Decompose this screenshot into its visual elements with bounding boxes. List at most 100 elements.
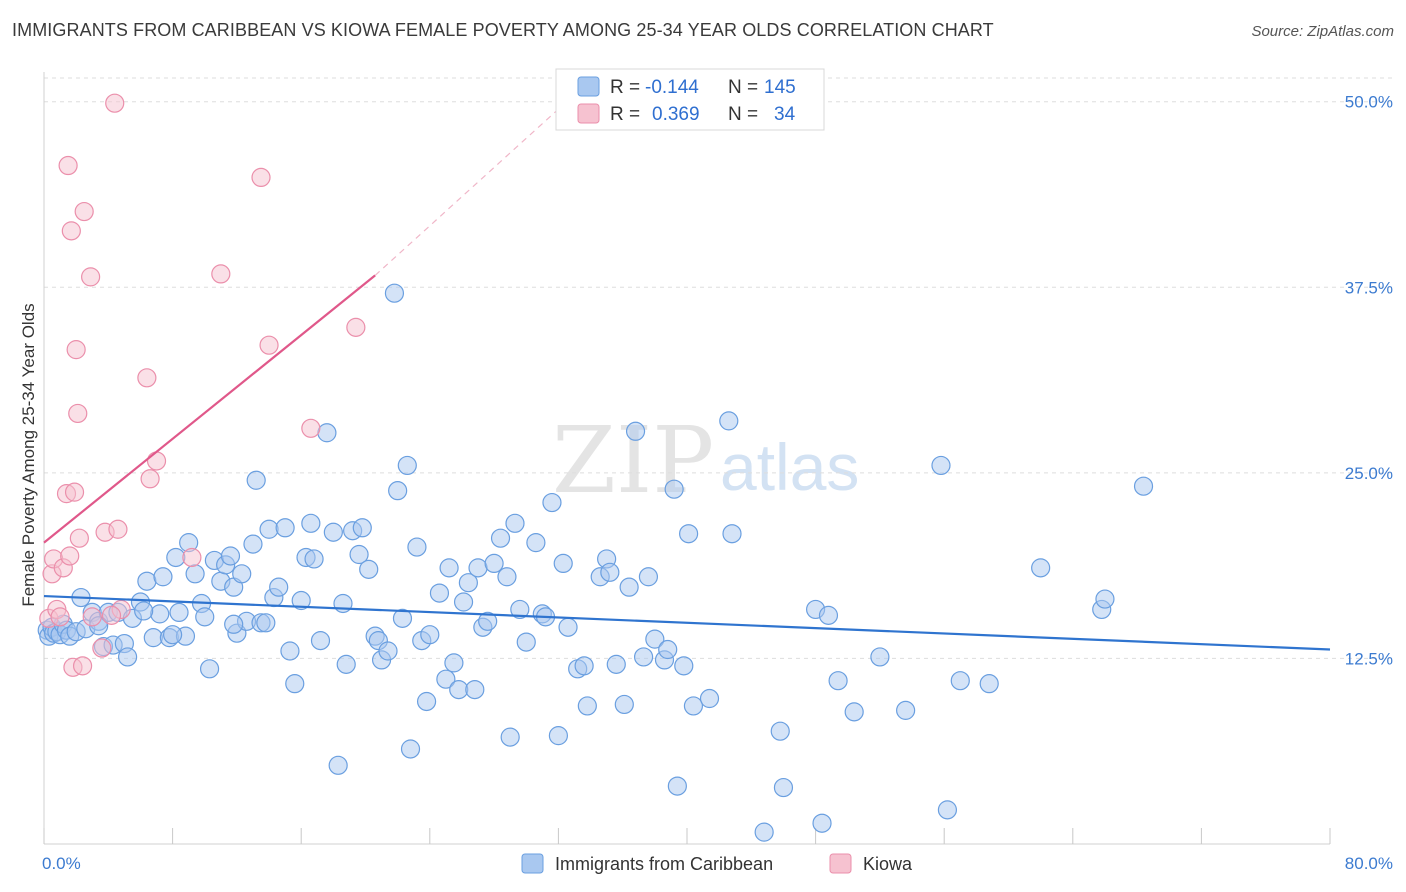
- caribbean-point-46: [256, 613, 276, 633]
- caribbean-point-135: [870, 647, 890, 667]
- legend-n-label-2: N =: [728, 104, 758, 125]
- caribbean-point-127: [722, 524, 742, 544]
- caribbean-point-136: [896, 700, 916, 720]
- caribbean-point-31: [185, 564, 205, 584]
- caribbean-point-120: [664, 479, 684, 499]
- kiowa-point-4: [50, 607, 70, 627]
- caribbean-point-93: [497, 567, 517, 587]
- caribbean-point-83: [444, 653, 464, 673]
- kiowa-point-15: [72, 656, 93, 676]
- kiowa-point-19: [92, 638, 112, 658]
- y-axis-label: Female Poverty Among 25-34 Year Olds: [19, 303, 38, 606]
- caribbean-point-25: [153, 567, 173, 587]
- caribbean-point-86: [458, 573, 478, 593]
- legend-n-label-1: N =: [728, 77, 758, 98]
- caribbean-point-123: [679, 524, 699, 544]
- kiowa-point-18: [82, 607, 102, 627]
- watermark: ZIP atlas: [552, 407, 859, 514]
- kiowa-point-28: [211, 264, 231, 284]
- legend: R = -0.144 N = 145 R = 0.369 N = 34: [555, 68, 825, 131]
- kiowa-point-22: [108, 519, 128, 539]
- y-tick-label-0: 12.5%: [1345, 649, 1393, 668]
- caribbean-point-43: [243, 534, 263, 554]
- trend-lines: [43, 108, 1331, 651]
- caribbean-point-81: [436, 669, 456, 689]
- caribbean-point-126: [719, 411, 739, 431]
- kiowa-point-26: [146, 451, 167, 471]
- kiowa-point-29: [251, 167, 271, 188]
- kiowa-trend-line: [43, 274, 376, 544]
- caribbean-point-64: [349, 544, 369, 565]
- kiowa-point-27: [182, 547, 202, 568]
- bottom-legend-label-kiowa: Kiowa: [863, 854, 913, 874]
- caribbean-point-101: [542, 492, 562, 513]
- caribbean-point-96: [510, 599, 530, 620]
- caribbean-point-52: [285, 674, 305, 694]
- caribbean-point-85: [453, 592, 474, 612]
- y-tick-label-1: 25.0%: [1345, 464, 1393, 483]
- caribbean-point-28: [169, 602, 189, 623]
- caribbean-point-119: [658, 639, 678, 660]
- kiowa-point-33: [101, 605, 122, 625]
- legend-swatch-blue: [577, 76, 600, 97]
- kiowa-point-24: [137, 368, 157, 388]
- legend-r-label-2: R =: [610, 104, 640, 125]
- caribbean-point-104: [558, 617, 578, 637]
- caribbean-point-49: [269, 577, 289, 597]
- caribbean-point-146: [224, 614, 244, 634]
- caribbean-trend-line: [43, 594, 1331, 651]
- caribbean-point-41: [232, 564, 252, 584]
- caribbean-point-19: [117, 647, 138, 667]
- caribbean-point-22: [137, 571, 157, 591]
- caribbean-point-114: [625, 421, 646, 441]
- caribbean-point-90: [478, 611, 498, 631]
- caribbean-point-143: [1095, 589, 1115, 609]
- caribbean-point-122: [674, 656, 694, 676]
- kiowa-point-8: [60, 546, 80, 566]
- x-axis-tick-labels: 0.0% 80.0%: [42, 854, 1393, 873]
- bottom-legend-label-caribbean: Immigrants from Caribbean: [555, 854, 773, 874]
- kiowa-trend-extension: [374, 108, 559, 276]
- caribbean-point-134: [844, 702, 864, 722]
- caribbean-point-145: [754, 822, 774, 842]
- x-axis-ticks: [43, 828, 1331, 844]
- caribbean-point-94: [500, 727, 520, 747]
- kiowa-point-11: [64, 482, 85, 502]
- legend-swatch-pink: [577, 103, 600, 124]
- caribbean-point-27: [166, 547, 186, 568]
- caribbean-point-140: [979, 674, 999, 694]
- caribbean-point-133: [828, 671, 848, 691]
- kiowa-point-30: [259, 335, 279, 355]
- caribbean-point-144: [1133, 476, 1154, 496]
- caribbean-point-106: [574, 656, 594, 676]
- caribbean-point-79: [420, 625, 440, 645]
- caribbean-point-82: [439, 558, 459, 578]
- kiowa-point-16: [74, 201, 94, 222]
- caribbean-point-131: [812, 813, 832, 833]
- caribbean-point-147: [163, 625, 183, 645]
- caribbean-point-75: [400, 739, 421, 759]
- caribbean-point-57: [310, 631, 331, 651]
- caribbean-point-44: [246, 470, 266, 490]
- caribbean-point-78: [416, 691, 437, 712]
- bottom-legend-swatch-kiowa: [829, 853, 852, 874]
- caribbean-point-107: [577, 696, 597, 716]
- y-tick-label-2: 37.5%: [1345, 278, 1393, 297]
- caribbean-point-70: [378, 641, 398, 661]
- bottom-legend: Immigrants from Caribbean Kiowa: [521, 853, 913, 874]
- legend-r-value-1: -0.144: [645, 77, 699, 98]
- caribbean-point-51: [280, 641, 300, 661]
- caribbean-point-80: [429, 583, 450, 603]
- y-axis-tick-labels: 12.5% 25.0% 37.5% 50.0%: [1345, 93, 1393, 669]
- kiowa-point-13: [68, 403, 88, 424]
- caribbean-point-58: [317, 423, 337, 443]
- caribbean-point-56: [304, 549, 324, 569]
- kiowa-point-21: [105, 93, 125, 113]
- kiowa-point-14: [69, 528, 89, 548]
- caribbean-point-88: [468, 558, 488, 578]
- caribbean-point-23: [143, 628, 163, 648]
- caribbean-point-76: [407, 537, 427, 557]
- caribbean-point-115: [633, 647, 654, 667]
- caribbean-point-87: [465, 679, 485, 700]
- caribbean-point-113: [619, 577, 639, 597]
